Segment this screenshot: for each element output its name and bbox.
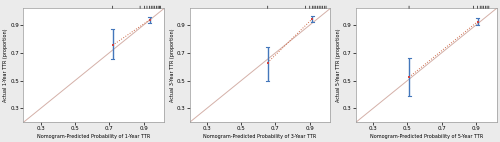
Y-axis label: Actual 5-Year TTR (proportion): Actual 5-Year TTR (proportion)	[336, 29, 341, 102]
X-axis label: Nomogram-Predicted Probability of 5-Year TTR: Nomogram-Predicted Probability of 5-Year…	[370, 133, 483, 139]
Y-axis label: Actual 1-Year TTR (proportion): Actual 1-Year TTR (proportion)	[4, 29, 8, 102]
Y-axis label: Actual 3-Year TTR (proportion): Actual 3-Year TTR (proportion)	[170, 29, 174, 102]
X-axis label: Nomogram-Predicted Probability of 1-Year TTR: Nomogram-Predicted Probability of 1-Year…	[37, 133, 150, 139]
X-axis label: Nomogram-Predicted Probability of 3-Year TTR: Nomogram-Predicted Probability of 3-Year…	[204, 133, 316, 139]
